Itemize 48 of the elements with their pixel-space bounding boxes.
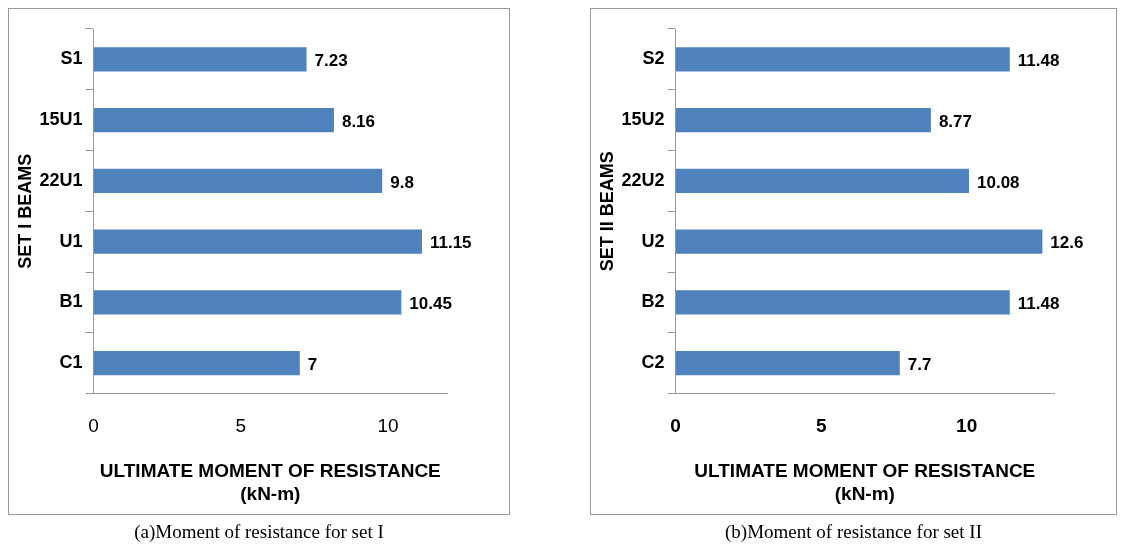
y-tick-label: U2 (641, 230, 665, 251)
bar (93, 47, 307, 72)
data-label: 7.23 (314, 51, 348, 71)
bar (93, 229, 422, 254)
y-tick-label: 22U2 (621, 169, 665, 190)
bar (675, 229, 1043, 254)
data-label: 8.77 (938, 111, 972, 131)
bar (93, 351, 300, 376)
y-tick-label: 15U2 (621, 109, 665, 130)
bar (675, 47, 1010, 72)
bar (675, 168, 970, 194)
data-label: 11.15 (429, 233, 472, 253)
x-axis-title: ULTIMATE MOMENT OF RESISTANCE (kN-m) (694, 460, 1036, 504)
bar (93, 168, 383, 194)
bar (93, 290, 402, 315)
y-tick-label: C1 (59, 352, 83, 373)
data-label: 10.08 (977, 172, 1020, 192)
y-tick-label: U1 (59, 230, 83, 251)
bar (675, 108, 931, 133)
y-tick-label: C2 (641, 352, 665, 373)
y-tick-label: 22U1 (39, 169, 83, 190)
bar (675, 290, 1010, 315)
data-label: 7.7 (907, 354, 932, 374)
y-tick-label: S1 (60, 48, 83, 69)
data-label: 7 (307, 354, 318, 374)
data-label: 12.6 (1050, 233, 1084, 253)
x-tick-label: 10 (956, 415, 978, 437)
data-label: 11.48 (1017, 51, 1060, 71)
y-tick-label: B2 (641, 291, 665, 312)
bar (675, 351, 900, 376)
text: (a)Moment of resistance for set I (134, 521, 384, 543)
data-label: 8.16 (341, 111, 376, 131)
data-label: 10.45 (409, 294, 452, 314)
y-axis-title: SET I BEAMS (14, 153, 35, 269)
x-tick-label: 10 (377, 415, 399, 437)
y-tick-label: S2 (642, 48, 665, 69)
y-tick-label: B1 (59, 291, 83, 312)
x-tick-label: 0 (670, 415, 681, 437)
x-tick-label: 5 (815, 415, 827, 437)
x-tick-label: 0 (88, 415, 99, 437)
text: (b)Moment of resistance for set II (725, 521, 982, 543)
bar (93, 108, 334, 133)
x-tick-label: 5 (235, 415, 247, 437)
data-label: 9.8 (390, 172, 414, 192)
y-tick-label: 15U1 (39, 109, 83, 130)
x-axis-title: ULTIMATE MOMENT OF RESISTANCE (kN-m) (99, 460, 441, 504)
data-label: 11.48 (1017, 294, 1060, 314)
y-axis-title: SET II BEAMS (596, 151, 617, 272)
